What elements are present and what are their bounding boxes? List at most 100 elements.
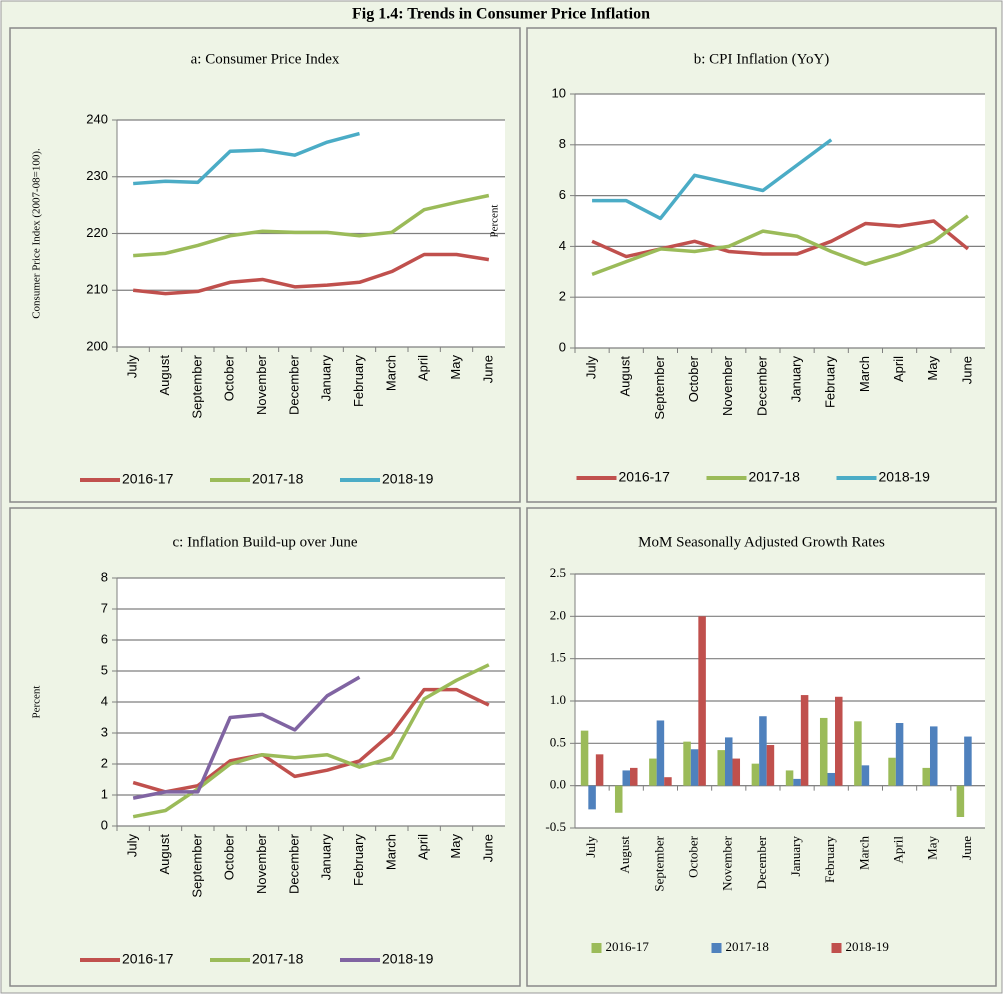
x-tick-label: June <box>480 834 495 862</box>
x-tick-label: December <box>754 835 769 889</box>
x-tick-label: October <box>222 354 237 401</box>
figure-title: Fig 1.4: Trends in Consumer Price Inflat… <box>352 6 650 23</box>
line <box>592 138 833 221</box>
y-tick-label: 8 <box>101 569 108 584</box>
chart-title: MoM Seasonally Adjusted Growth Rates <box>638 534 885 550</box>
y-tick-label: 220 <box>86 225 108 240</box>
bar <box>861 765 870 786</box>
bar <box>827 772 836 786</box>
legend-swatch <box>591 943 602 953</box>
x-tick-label: February <box>822 836 837 883</box>
x-tick-label: February <box>823 356 838 409</box>
x-tick-label: January <box>319 834 334 881</box>
y-tick-label: 240 <box>86 111 108 126</box>
y-tick-label: 1.0 <box>550 692 566 707</box>
bar <box>964 736 972 786</box>
x-tick-label: November <box>720 355 735 416</box>
x-tick-label: April <box>891 836 906 864</box>
y-tick-label: 7 <box>101 600 108 615</box>
y-tick-label: 230 <box>86 168 108 183</box>
bar <box>854 721 862 786</box>
y-tick-label: 3 <box>101 724 108 739</box>
x-tick-label: May <box>448 834 463 859</box>
x-tick-label: July <box>584 356 599 380</box>
bar <box>759 716 767 786</box>
x-tick-label: January <box>788 836 803 877</box>
bar <box>588 785 596 810</box>
bar <box>717 750 725 786</box>
legend-label: 2018-19 <box>846 939 889 954</box>
chart-title: b: CPI Inflation (YoY) <box>694 51 830 67</box>
x-tick-label: May <box>448 355 463 380</box>
x-tick-label: March <box>857 356 872 392</box>
line <box>133 131 360 186</box>
y-tick-label: 6 <box>559 187 566 202</box>
bar <box>698 616 706 786</box>
y-tick-label: -0.5 <box>545 819 566 834</box>
bar <box>649 758 657 786</box>
x-tick-label: November <box>720 835 735 891</box>
plot-area <box>575 94 985 348</box>
line <box>132 675 361 800</box>
bar <box>630 767 638 786</box>
legend-label: 2018-19 <box>382 471 434 487</box>
legend-label: 2017-18 <box>252 471 304 487</box>
x-tick-label: March <box>856 836 871 870</box>
y-tick-label: 0.5 <box>550 734 566 749</box>
bar <box>724 737 733 786</box>
y-tick-label: 4 <box>559 238 566 253</box>
y-tick-label: 0 <box>559 339 566 354</box>
y-tick-label: 10 <box>552 85 566 100</box>
y-axis-label: Consumer Price Index (2007-08=100). <box>31 148 43 319</box>
x-tick-label: August <box>157 834 172 875</box>
bar <box>664 777 672 786</box>
legend-label: 2016-17 <box>619 469 671 485</box>
x-tick-label: June <box>959 356 974 384</box>
bar <box>895 723 904 786</box>
y-tick-label: 5 <box>101 662 108 677</box>
line <box>591 214 969 276</box>
y-tick-label: 0 <box>101 817 108 832</box>
legend-label: 2016-17 <box>122 951 174 967</box>
x-tick-label: November <box>254 354 269 415</box>
bar <box>929 726 938 786</box>
x-tick-label: September <box>189 354 204 418</box>
x-tick-label: August <box>157 355 172 396</box>
bar <box>683 741 691 786</box>
bar <box>751 763 760 786</box>
x-tick-label: July <box>125 355 140 379</box>
legend-label: 2017-18 <box>726 939 769 954</box>
y-tick-label: 2 <box>559 289 566 304</box>
bar <box>690 749 699 786</box>
x-tick-label: August <box>617 836 632 874</box>
y-tick-label: 2 <box>101 755 108 770</box>
bar <box>888 757 896 786</box>
legend-label: 2018-19 <box>879 469 931 485</box>
y-tick-label: 200 <box>86 338 108 353</box>
line <box>132 252 490 296</box>
x-tick-label: December <box>754 355 769 416</box>
y-tick-label: 210 <box>86 282 108 297</box>
x-tick-label: April <box>416 834 431 860</box>
bar <box>922 767 930 786</box>
y-tick-label: 4 <box>101 693 108 708</box>
chart-title: a: Consumer Price Index <box>191 51 340 67</box>
bar <box>835 696 843 786</box>
x-tick-label: April <box>416 355 431 381</box>
x-tick-label: July <box>583 836 598 858</box>
bar <box>732 758 741 786</box>
y-tick-label: 2.5 <box>550 565 566 580</box>
bar <box>819 717 828 786</box>
legend-label: 2018-19 <box>382 951 434 967</box>
x-tick-label: January <box>319 355 334 402</box>
bar <box>956 785 965 817</box>
x-tick-label: September <box>651 835 666 891</box>
x-tick-label: May <box>925 356 940 381</box>
x-tick-label: March <box>383 355 398 391</box>
x-tick-label: May <box>925 836 940 860</box>
x-tick-label: November <box>254 833 269 894</box>
chart-title: c: Inflation Build-up over June <box>173 534 358 550</box>
x-tick-label: July <box>125 834 140 858</box>
bar <box>785 770 794 786</box>
